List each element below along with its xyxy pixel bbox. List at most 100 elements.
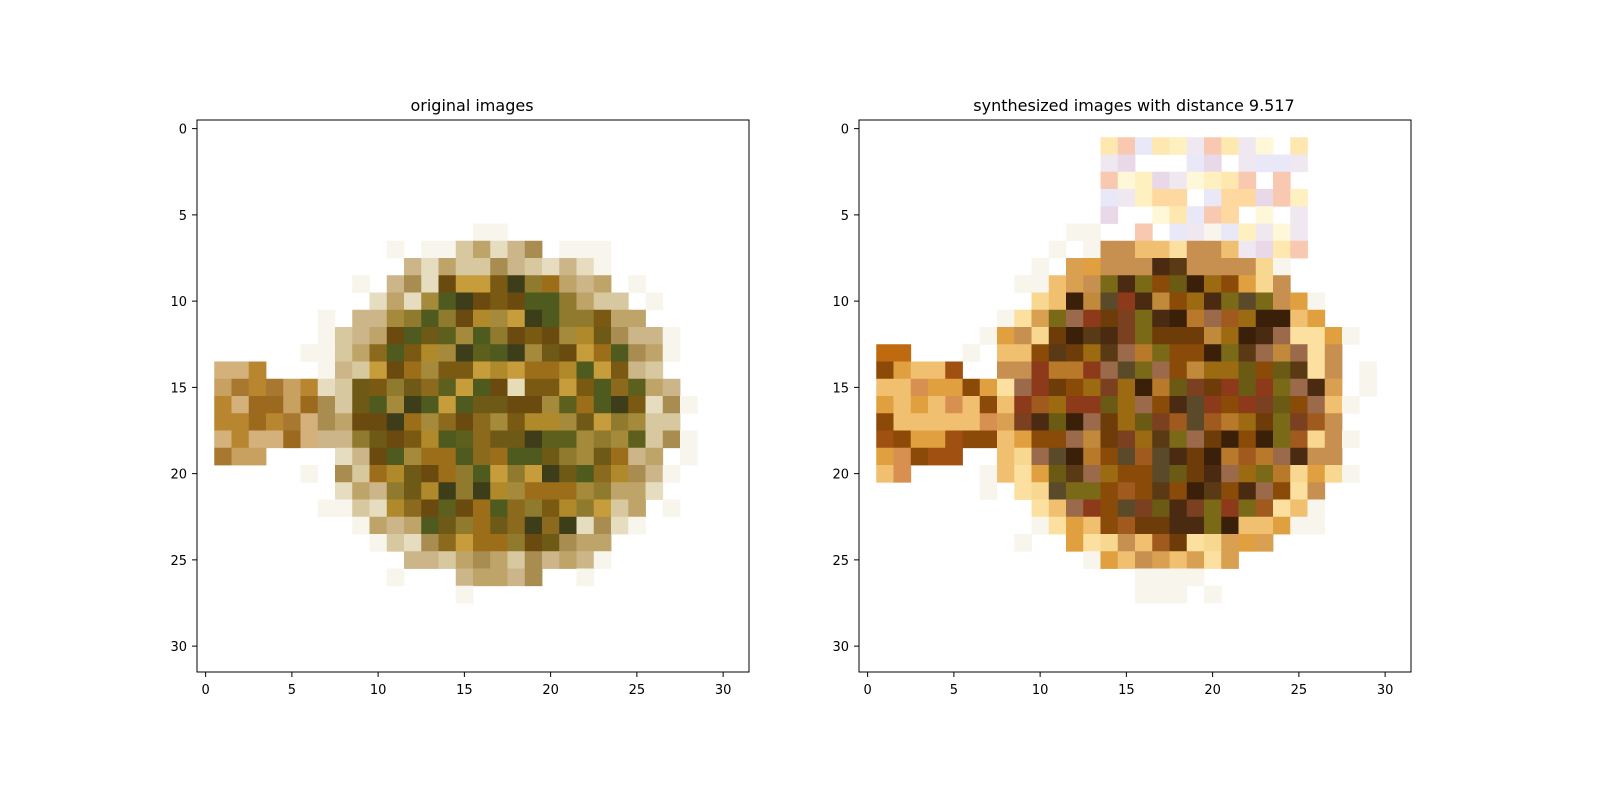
pixel-cell: [1290, 430, 1308, 449]
pixel-cell: [1169, 482, 1188, 500]
pixel-cell: [1048, 327, 1067, 345]
pixel-cell: [628, 309, 646, 328]
pixel-cell: [248, 361, 267, 380]
pixel-cell: [645, 327, 664, 345]
pixel-cell: [369, 413, 388, 431]
pixel-cell: [1031, 309, 1050, 328]
pixel-cell: [1342, 327, 1360, 345]
pixel-cell: [1186, 171, 1205, 190]
pixel-cell: [404, 309, 422, 328]
pixel-cell: [1255, 534, 1274, 552]
pixel-cell: [1204, 534, 1222, 552]
pixel-cell: [1221, 327, 1239, 345]
pixel-cell: [1204, 413, 1222, 431]
pixel-cell: [524, 275, 543, 293]
pixel-cell: [1238, 413, 1257, 431]
pixel-cell: [455, 413, 474, 431]
pixel-cell: [1307, 327, 1326, 345]
pixel-cell: [1117, 378, 1136, 397]
pixel-cell: [507, 534, 526, 552]
pixel-cell: [1238, 327, 1257, 345]
pixel-cell: [559, 361, 577, 380]
pixel-cell: [645, 292, 664, 311]
pixel-cell: [1100, 137, 1119, 155]
pixel-cell: [1152, 413, 1170, 431]
pixel-cell: [662, 378, 681, 397]
pixel-cell: [1135, 223, 1153, 242]
pixel-cell: [1014, 465, 1032, 483]
pixel-cell: [524, 568, 543, 587]
pixel-cell: [1238, 275, 1257, 293]
pixel-cell: [1066, 361, 1084, 380]
pixel-cell: [1307, 378, 1326, 397]
pixel-cell: [1135, 413, 1153, 431]
pixel-cell: [1014, 396, 1032, 414]
y-tick-label: 25: [832, 554, 849, 569]
pixel-cell: [1273, 240, 1291, 259]
pixel-cell: [266, 378, 284, 397]
pixel-cell: [404, 258, 422, 276]
pixel-cell: [231, 430, 250, 449]
pixel-cell: [1031, 447, 1050, 466]
pixel-cell: [1273, 258, 1291, 276]
pixel-cell: [1204, 275, 1222, 293]
pixel-cell: [1255, 154, 1274, 173]
pixel-cell: [524, 465, 543, 483]
pixel-cell: [1204, 585, 1222, 604]
pixel-cell: [507, 344, 526, 362]
pixel-cell: [490, 465, 508, 483]
pixel-cell: [611, 292, 629, 311]
pixel-cell: [1048, 447, 1067, 466]
pixel-cell: [628, 413, 646, 431]
pixel-cell: [1204, 309, 1222, 328]
pixel-cell: [1307, 309, 1326, 328]
pixel-cell: [317, 361, 336, 380]
pixel-cell: [404, 430, 422, 449]
pixel-cell: [1204, 137, 1222, 155]
pixel-cell: [628, 327, 646, 345]
pixel-cell: [962, 396, 981, 414]
pixel-cell: [455, 430, 474, 449]
pixel-cell: [997, 430, 1015, 449]
pixel-cell: [1117, 551, 1136, 569]
pixel-cell: [455, 275, 474, 293]
pixel-cell: [386, 275, 405, 293]
pixel-cell: [335, 430, 353, 449]
pixel-cell: [1100, 378, 1119, 397]
pixel-cell: [1290, 240, 1308, 259]
pixel-cell: [438, 396, 457, 414]
pixel-cell: [1290, 344, 1308, 362]
pixel-cell: [490, 361, 508, 380]
pixel-cell: [945, 447, 963, 466]
pixel-cell: [1255, 327, 1274, 345]
pixel-cell: [438, 516, 457, 535]
pixel-cell: [576, 327, 595, 345]
pixel-cell: [1117, 189, 1136, 207]
pixel-cell: [1014, 309, 1032, 328]
pixel-cell: [1169, 275, 1188, 293]
pixel-cell: [490, 447, 508, 466]
pixel-cell: [352, 327, 370, 345]
pixel-cell: [1014, 447, 1032, 466]
pixel-cell: [335, 499, 353, 518]
pixel-cell: [1100, 551, 1119, 569]
pixel-cell: [438, 447, 457, 466]
pixel-cell: [266, 396, 284, 414]
pixel-cell: [1186, 258, 1205, 276]
pixel-cell: [1083, 396, 1101, 414]
pixel-cell: [1031, 430, 1050, 449]
pixel-cell: [369, 430, 388, 449]
pixel-cell: [507, 258, 526, 276]
pixel-cell: [1221, 499, 1239, 518]
pixel-cell: [1238, 482, 1257, 500]
pixel-cell: [1117, 516, 1136, 535]
pixel-cell: [473, 396, 491, 414]
pixel-cell: [559, 534, 577, 552]
pixel-cell: [1204, 154, 1222, 173]
pixel-cell: [628, 344, 646, 362]
pixel-cell: [1048, 499, 1067, 518]
pixel-cell: [1221, 482, 1239, 500]
pixel-cell: [611, 499, 629, 518]
pixel-cell: [1238, 154, 1257, 173]
pixel-cell: [542, 447, 560, 466]
